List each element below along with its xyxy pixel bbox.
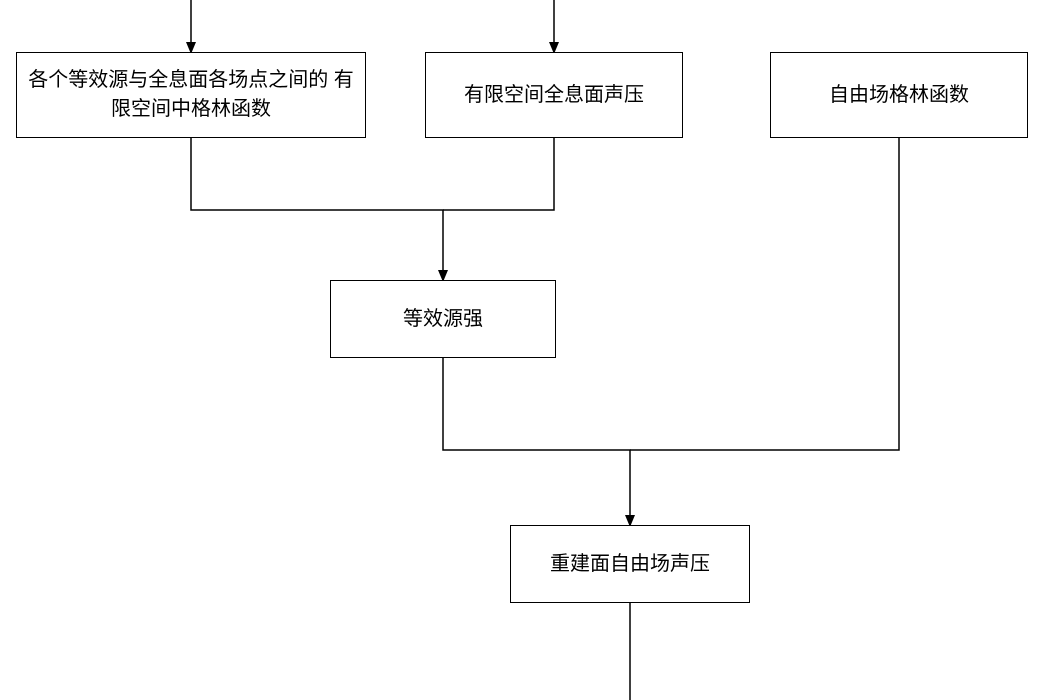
node-label: 有限空间全息面声压 [464, 81, 644, 110]
node-label: 等效源强 [403, 305, 483, 334]
edge-e4 [630, 138, 899, 450]
node-hologram-pressure: 有限空间全息面声压 [425, 52, 683, 138]
node-label: 各个等效源与全息面各场点之间的 有限空间中格林函数 [27, 66, 355, 124]
node-label: 重建面自由场声压 [550, 550, 710, 579]
node-green-function-limited-space: 各个等效源与全息面各场点之间的 有限空间中格林函数 [16, 52, 366, 138]
node-free-field-green-function: 自由场格林函数 [770, 52, 1028, 138]
node-reconstructed-free-field-pressure: 重建面自由场声压 [510, 525, 750, 603]
flowchart-canvas: 各个等效源与全息面各场点之间的 有限空间中格林函数 有限空间全息面声压 自由场格… [0, 0, 1050, 700]
node-equivalent-source-strength: 等效源强 [330, 280, 556, 358]
edge-e1 [191, 138, 443, 280]
edge-e3 [443, 358, 630, 525]
edge-e2 [443, 138, 554, 210]
node-label: 自由场格林函数 [829, 81, 969, 110]
